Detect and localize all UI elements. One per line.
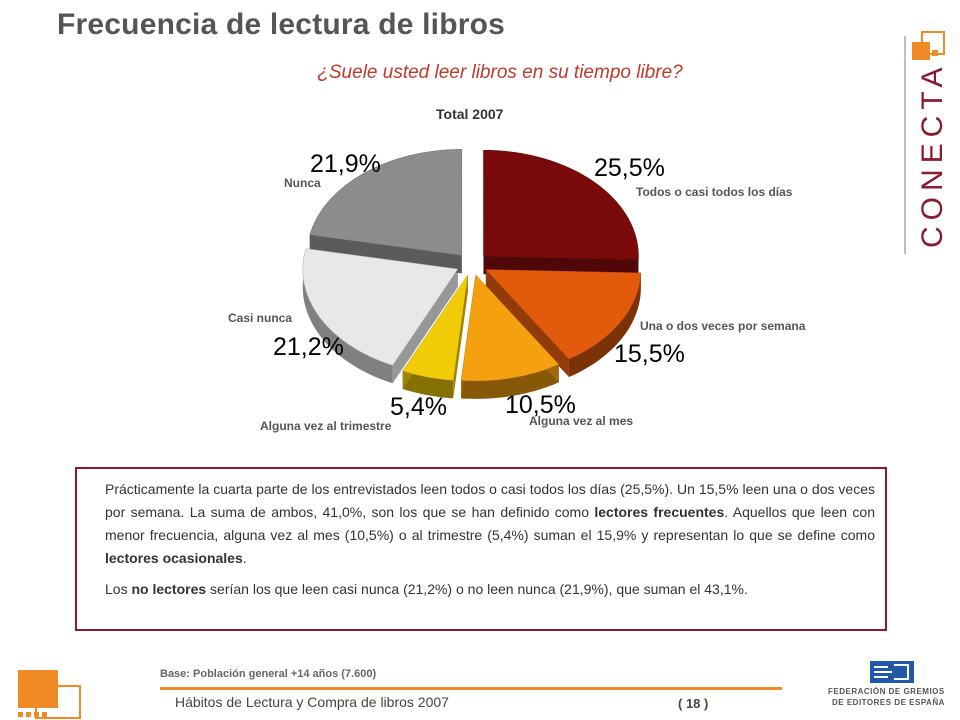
question-subtitle: ¿Suele usted leer libros en su tiempo li… (317, 62, 683, 83)
footer-report-title: Hábitos de Lectura y Compra de libros 20… (175, 694, 449, 710)
pie-slice-5 (309, 149, 463, 256)
term-lectores-frecuentes: lectores frecuentes (594, 504, 725, 520)
pie-slice-wall-1-1 (485, 269, 569, 378)
category-label-casi-nunca: Casi nunca (228, 311, 293, 325)
page-title: Frecuencia de lectura de libros (57, 8, 506, 41)
base-note: Base: Población general +14 años (7.600) (160, 668, 377, 680)
summary-paragraph-2: Los no lectores serían los que leen casi… (105, 581, 748, 597)
category-label-nunca: Nunca (284, 176, 321, 190)
category-label-semana: Una o dos veces por semana (640, 319, 806, 333)
category-label-mes: Alguna vez al mes (529, 414, 634, 428)
chart-title: Total 2007 (436, 106, 504, 122)
summary-box: Prácticamente la cuarta parte de los ent… (75, 467, 887, 631)
pie-slice-2 (460, 274, 560, 382)
footer-divider (160, 687, 782, 690)
pie-slice-side-2 (461, 364, 559, 399)
brand-wordmark: CONECTA (916, 62, 949, 248)
pct-label-nunca: 21,9% (310, 150, 381, 178)
summary-paragraph-1: Prácticamente la cuarta parte de los ent… (105, 481, 875, 566)
term-no-lectores: no lectores (131, 581, 207, 597)
pie-slice-4 (302, 248, 459, 366)
pct-label-trimestre: 5,4% (390, 393, 447, 421)
pie-chart (302, 149, 642, 399)
pie-slice-1 (485, 269, 642, 360)
pie-slice-side-3 (402, 371, 454, 399)
term-lectores-ocasionales: lectores ocasionales (105, 550, 243, 566)
pie-slice-0 (483, 149, 639, 260)
pct-label-todos: 25,5% (594, 154, 665, 182)
pie-slice-3 (402, 274, 469, 381)
pct-label-casi-nunca: 21,2% (273, 333, 344, 361)
conecta-brand-logo: CONECTA (904, 31, 949, 254)
page-number: ( 18 ) (678, 696, 709, 711)
pie-slice-wall-5-0 (309, 234, 462, 274)
pct-label-semana: 15,5% (614, 340, 685, 368)
category-label-trimestre: Alguna vez al trimestre (260, 419, 392, 433)
federation-logo-icon (870, 661, 914, 683)
pie-slice-wall-3-0 (453, 274, 468, 399)
pct-label-mes: 10,5% (505, 391, 576, 419)
category-label-todos: Todos o casi todos los días (636, 185, 793, 199)
federation-name: FEDERACIÓN DE GREMIOS DE EDITORES DE ESP… (828, 687, 945, 707)
squares-logo-icon (18, 670, 81, 719)
pie-slice-side-1 (569, 272, 641, 377)
pie-slice-side-4 (302, 248, 393, 384)
pie-slice-wall-4-0 (392, 269, 458, 384)
